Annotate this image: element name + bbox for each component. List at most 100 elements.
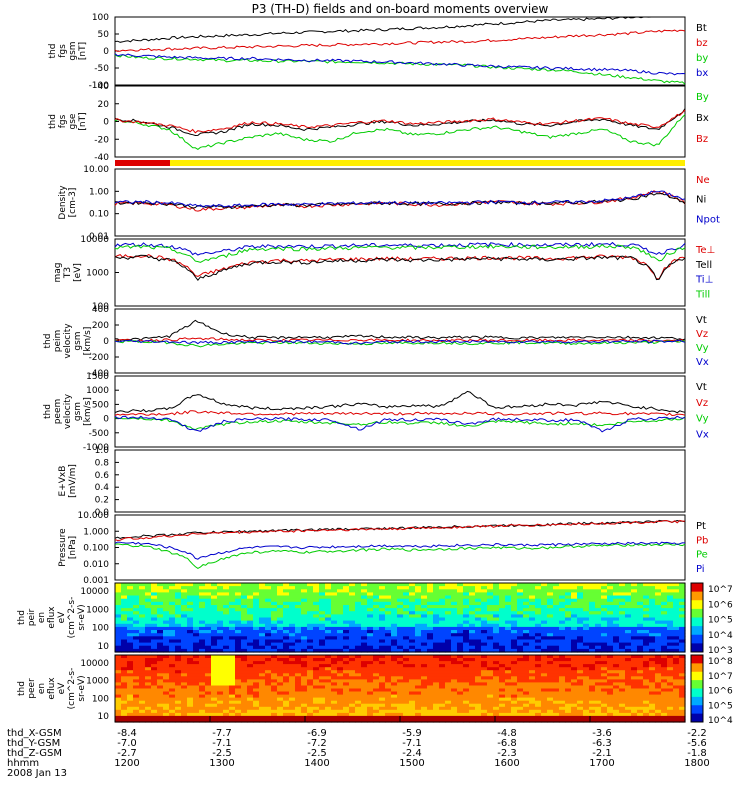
spectrogram-cell xyxy=(115,673,122,677)
spectrogram-cell xyxy=(307,583,314,587)
spectrogram-cell xyxy=(133,679,140,683)
spectrogram-cell xyxy=(301,620,308,625)
spectrogram-cell xyxy=(175,645,182,650)
spectrogram-cell xyxy=(589,645,596,650)
spectrogram-cell xyxy=(223,620,230,625)
spectrogram-cell xyxy=(151,694,158,699)
spectrogram-cell xyxy=(583,645,590,650)
spectrogram-cell xyxy=(235,601,242,606)
spectrogram-cell xyxy=(205,679,212,683)
spectrogram-cell xyxy=(379,682,386,686)
spectrogram-cell xyxy=(307,712,314,717)
spectrogram-cell xyxy=(397,598,404,603)
spectrogram-cell xyxy=(193,601,200,606)
spectrogram-cell xyxy=(445,682,452,686)
spectrogram-cell xyxy=(535,633,542,637)
spectrogram-cell xyxy=(391,648,398,653)
spectrogram-cell xyxy=(151,679,158,683)
spectrogram-cell xyxy=(391,623,398,628)
spectrogram-cell xyxy=(577,709,584,714)
spectrogram-cell xyxy=(259,648,266,653)
spectrogram-cell xyxy=(601,642,608,647)
spectrogram-cell xyxy=(337,661,344,665)
spectrogram-cell xyxy=(445,645,452,650)
spectrogram-cell xyxy=(601,685,608,690)
spectrogram-cell xyxy=(451,664,458,668)
spectrogram-cell xyxy=(577,719,584,723)
spectrogram-cell xyxy=(487,688,494,693)
panel-e-vxb: 1.00.80.60.40.20.0E+VxB [mV/m] xyxy=(58,446,686,518)
spectrogram-cell xyxy=(619,642,626,647)
spectrogram-cell xyxy=(469,636,476,640)
spectrogram-cell xyxy=(517,682,524,686)
spectrogram-cell xyxy=(451,639,458,644)
spectrogram-cell xyxy=(541,611,548,615)
spectrogram-cell xyxy=(553,715,560,720)
y-axis-label: [km/s] xyxy=(83,397,93,426)
spectrogram-cell xyxy=(421,685,428,690)
spectrogram-cell xyxy=(205,645,212,650)
spectrogram-cell xyxy=(265,636,272,640)
spectrogram-cell xyxy=(259,601,266,606)
spectrogram-cell xyxy=(391,688,398,693)
spectrogram-cell xyxy=(577,614,584,619)
spectrogram-cell xyxy=(487,611,494,615)
spectrogram-cell xyxy=(667,605,674,609)
legend-entry: Pb xyxy=(696,535,708,546)
spectrogram-cell xyxy=(445,712,452,717)
spectrogram-cell xyxy=(223,614,230,619)
spectrogram-cell xyxy=(637,655,644,659)
spectrogram-cell xyxy=(433,601,440,606)
spectrogram-cell xyxy=(523,611,530,615)
spectrogram-cell xyxy=(535,709,542,714)
spectrogram-cell xyxy=(565,639,572,644)
spectrogram-cell xyxy=(499,715,506,720)
y-tick-label: 10 xyxy=(98,642,110,652)
spectrogram-cell xyxy=(439,636,446,640)
colorbar-band xyxy=(691,688,703,698)
spectrogram-cell xyxy=(571,655,578,659)
spectrogram-cell xyxy=(643,655,650,659)
spectrogram-cell xyxy=(367,611,374,615)
spectrogram-cell xyxy=(469,642,476,647)
spectrogram-cell xyxy=(511,611,518,615)
spectrogram-cell xyxy=(631,673,638,677)
colorbar-label: 10^5 xyxy=(708,701,733,711)
spectrogram-cell xyxy=(301,697,308,702)
spectrogram-cell xyxy=(241,642,248,647)
spectrogram-cell xyxy=(409,679,416,683)
spectrogram-cell xyxy=(595,614,602,619)
spectrogram-cell xyxy=(493,712,500,717)
spectrogram-cell xyxy=(277,719,284,723)
spectrogram-cell xyxy=(349,697,356,702)
spectrogram-cell xyxy=(247,673,254,677)
spectrogram-cell xyxy=(433,655,440,659)
spectrogram-cell xyxy=(295,715,302,720)
spectrogram-cell xyxy=(163,642,170,647)
spectrogram-cell xyxy=(517,623,524,628)
spectrogram-cell xyxy=(187,633,194,637)
spectrogram-cell xyxy=(451,670,458,674)
spectrogram-cell xyxy=(235,703,242,708)
spectrogram-cell xyxy=(367,719,374,723)
spectrogram-cell xyxy=(397,614,404,619)
spectrogram-cell xyxy=(619,630,626,634)
spectrogram-cell xyxy=(619,703,626,708)
spectrogram-cell xyxy=(541,679,548,683)
spectrogram-cell xyxy=(559,592,566,597)
spectrogram-cell xyxy=(379,611,386,615)
spectrogram-cell xyxy=(187,703,194,708)
spectrogram-cell xyxy=(253,682,260,686)
spectrogram-cell xyxy=(499,633,506,637)
spectrogram-cell xyxy=(403,583,410,587)
spectrogram-cell xyxy=(427,703,434,708)
spectrogram-cell xyxy=(271,709,278,714)
spectrogram-cell xyxy=(169,636,176,640)
spectrogram-cell xyxy=(625,697,632,702)
spectrogram-cell xyxy=(181,664,188,668)
spectrogram-cell xyxy=(499,688,506,693)
spectrogram-cell xyxy=(565,655,572,659)
spectrogram-cell xyxy=(343,664,350,668)
spectrogram-cell xyxy=(349,685,356,690)
spectrogram-cell xyxy=(379,712,386,717)
